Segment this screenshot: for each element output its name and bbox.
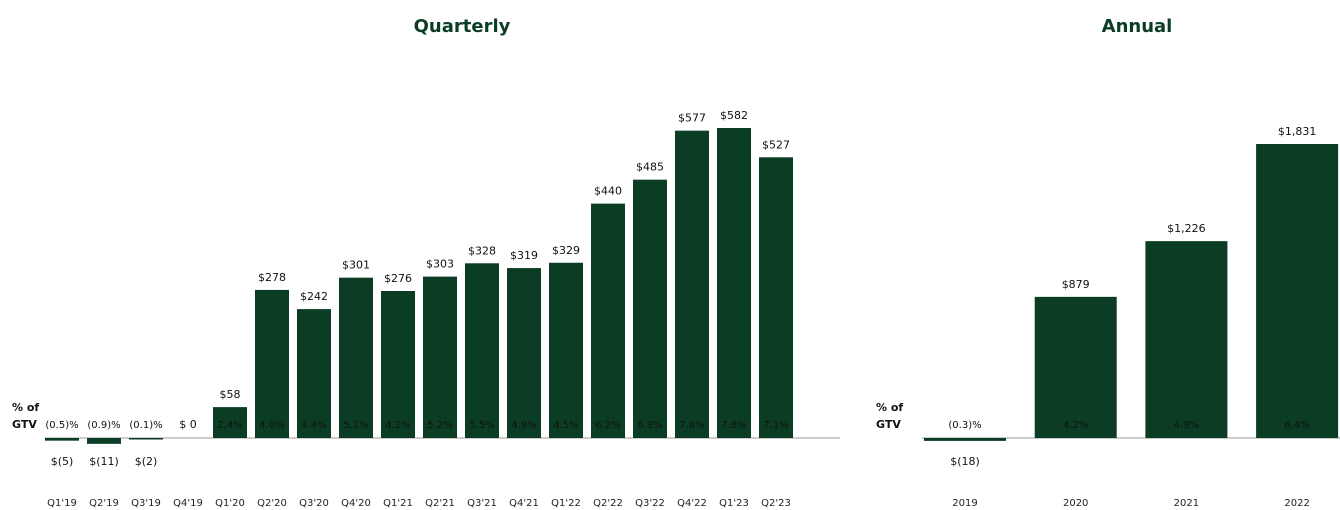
x-tick-label: Q2'23 <box>761 498 791 509</box>
bar <box>1145 241 1228 438</box>
gtv-label: 7.8% <box>721 420 746 431</box>
value-label: $440 <box>594 185 622 198</box>
value-label: $577 <box>678 112 706 125</box>
bar <box>255 289 289 438</box>
value-label: $58 <box>220 388 241 401</box>
bar <box>591 203 625 438</box>
bar <box>675 130 709 439</box>
x-tick-label: Q1'19 <box>47 498 77 509</box>
x-tick-label: Q2'20 <box>257 498 287 509</box>
bar <box>1034 296 1117 438</box>
x-tick-label: 2019 <box>952 498 977 509</box>
bar <box>129 438 163 440</box>
x-tick-label: Q2'19 <box>89 498 119 509</box>
value-label: $1,831 <box>1278 125 1317 138</box>
gtv-label: 4.4% <box>301 420 326 431</box>
x-tick-label: Q4'20 <box>341 498 371 509</box>
value-label: $242 <box>300 290 328 303</box>
gtv-label: (0.5)% <box>45 420 78 431</box>
value-label: $ 0 <box>179 418 197 431</box>
gtv-label: 7.8% <box>679 420 704 431</box>
x-tick-label: Q3'19 <box>131 498 161 509</box>
gtv-label: 4.9% <box>1174 420 1199 431</box>
value-label: $(18) <box>950 455 980 468</box>
gtv-label: 5.5% <box>469 420 494 431</box>
x-tick-label: Q1'20 <box>215 498 245 509</box>
value-label: $329 <box>552 244 580 257</box>
chart-title: Quarterly <box>414 16 511 37</box>
gtv-label: 5.1% <box>343 420 368 431</box>
gtv-label: 4.5% <box>553 420 578 431</box>
bar <box>45 438 79 441</box>
x-tick-label: Q3'20 <box>299 498 329 509</box>
x-tick-label: Q1'22 <box>551 498 581 509</box>
value-label: $(11) <box>89 455 119 468</box>
x-tick-label: Q2'21 <box>425 498 455 509</box>
bar <box>423 276 457 438</box>
bar <box>549 262 583 438</box>
bar <box>924 438 1006 441</box>
bar <box>339 277 373 438</box>
x-tick-label: Q3'21 <box>467 498 497 509</box>
value-label: $485 <box>636 161 664 174</box>
value-label: $527 <box>762 138 790 151</box>
value-label: $1,226 <box>1167 222 1206 235</box>
x-tick-label: 2020 <box>1063 498 1088 509</box>
x-tick-label: 2021 <box>1174 498 1199 509</box>
gtv-label: (0.3)% <box>948 420 981 431</box>
x-tick-label: Q4'22 <box>677 498 707 509</box>
gtv-axis-label: % of <box>876 401 903 414</box>
gtv-label: 7.1% <box>763 420 788 431</box>
bar <box>1256 144 1339 438</box>
x-tick-label: Q2'22 <box>593 498 623 509</box>
gtv-label: 6.2% <box>595 420 620 431</box>
gtv-label: 4.2% <box>385 420 410 431</box>
value-label: $(5) <box>51 455 74 468</box>
value-label: $319 <box>510 249 538 262</box>
x-tick-label: Q4'19 <box>173 498 203 509</box>
gtv-label: 4.9% <box>511 420 536 431</box>
gtv-label: 5.2% <box>427 420 452 431</box>
gtv-label: 6.4% <box>1284 420 1309 431</box>
value-label: $278 <box>258 271 286 284</box>
x-tick-label: Q1'23 <box>719 498 749 509</box>
value-label: $301 <box>342 259 370 272</box>
x-tick-label: Q4'21 <box>509 498 539 509</box>
gtv-axis-label: GTV <box>12 418 37 431</box>
bar <box>759 157 793 438</box>
gtv-label: (0.9)% <box>87 420 120 431</box>
gtv-label: 4.0% <box>259 420 284 431</box>
gtv-axis-label: GTV <box>876 418 901 431</box>
x-tick-label: Q1'21 <box>383 498 413 509</box>
value-label: $(2) <box>135 455 158 468</box>
gtv-axis-label: % of <box>12 401 39 414</box>
gtv-label: 6.9% <box>637 420 662 431</box>
bar <box>717 128 751 438</box>
bar <box>381 290 415 438</box>
gtv-label: 2.4% <box>217 420 242 431</box>
value-label: $276 <box>384 272 412 285</box>
bar <box>507 268 541 438</box>
bar <box>213 407 247 438</box>
chart-title: Annual <box>1102 16 1173 37</box>
x-tick-label: 2022 <box>1284 498 1309 509</box>
x-tick-label: Q3'22 <box>635 498 665 509</box>
value-label: $879 <box>1062 278 1090 291</box>
value-label: $303 <box>426 258 454 271</box>
gtv-label: (0.1)% <box>129 420 162 431</box>
gtv-label: 4.2% <box>1063 420 1088 431</box>
value-label: $582 <box>720 109 748 122</box>
bar <box>633 179 667 438</box>
bar <box>465 263 499 438</box>
value-label: $328 <box>468 244 496 257</box>
bar <box>297 309 331 438</box>
bar <box>87 438 121 444</box>
